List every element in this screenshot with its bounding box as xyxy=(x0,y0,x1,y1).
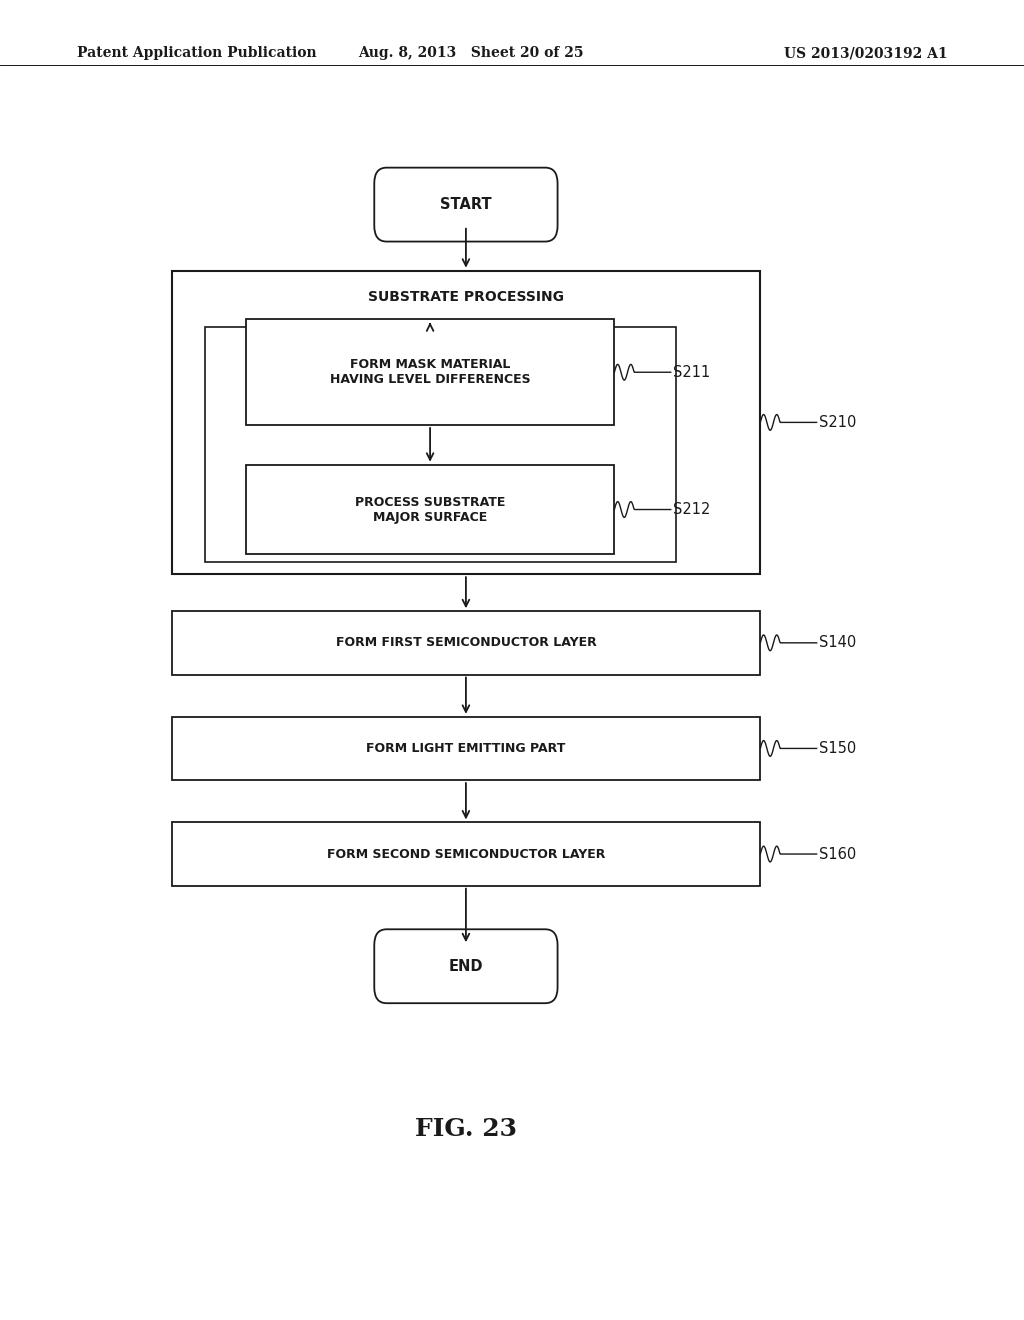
Text: Aug. 8, 2013   Sheet 20 of 25: Aug. 8, 2013 Sheet 20 of 25 xyxy=(358,46,584,61)
Bar xyxy=(172,611,760,675)
Text: S140: S140 xyxy=(819,635,856,651)
Text: S211: S211 xyxy=(673,364,710,380)
FancyBboxPatch shape xyxy=(375,929,557,1003)
Text: START: START xyxy=(440,197,492,213)
Text: US 2013/0203192 A1: US 2013/0203192 A1 xyxy=(783,46,947,61)
Text: Patent Application Publication: Patent Application Publication xyxy=(77,46,316,61)
Bar xyxy=(172,822,760,886)
Bar xyxy=(246,319,614,425)
Text: SUBSTRATE PROCESSING: SUBSTRATE PROCESSING xyxy=(368,290,564,304)
Bar xyxy=(205,327,676,562)
Bar xyxy=(172,717,760,780)
Text: FORM FIRST SEMICONDUCTOR LAYER: FORM FIRST SEMICONDUCTOR LAYER xyxy=(336,636,596,649)
Text: S150: S150 xyxy=(819,741,856,756)
Bar xyxy=(172,271,760,574)
Text: S160: S160 xyxy=(819,846,856,862)
Bar xyxy=(246,465,614,554)
FancyBboxPatch shape xyxy=(375,168,557,242)
Text: FIG. 23: FIG. 23 xyxy=(415,1117,517,1140)
Text: S210: S210 xyxy=(819,414,856,430)
Text: END: END xyxy=(449,958,483,974)
Text: PROCESS SUBSTRATE
MAJOR SURFACE: PROCESS SUBSTRATE MAJOR SURFACE xyxy=(355,495,505,524)
Text: FORM MASK MATERIAL
HAVING LEVEL DIFFERENCES: FORM MASK MATERIAL HAVING LEVEL DIFFEREN… xyxy=(330,358,530,387)
Text: S212: S212 xyxy=(673,502,710,517)
Text: FORM SECOND SEMICONDUCTOR LAYER: FORM SECOND SEMICONDUCTOR LAYER xyxy=(327,847,605,861)
Text: FORM LIGHT EMITTING PART: FORM LIGHT EMITTING PART xyxy=(367,742,565,755)
